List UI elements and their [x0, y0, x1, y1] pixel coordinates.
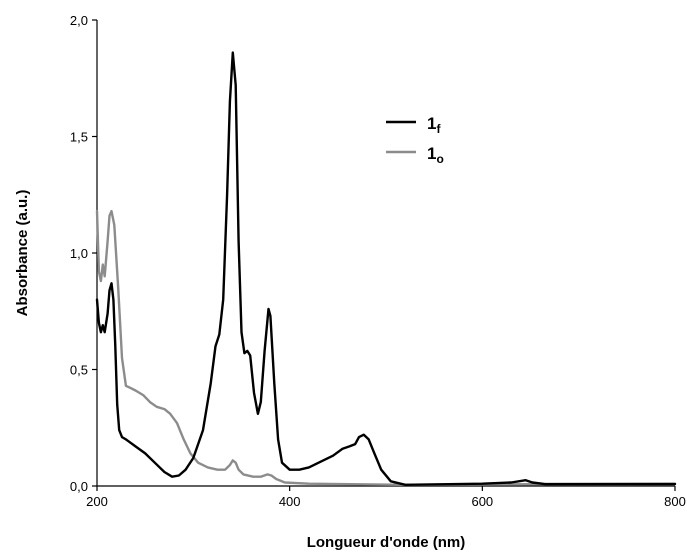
series-line-1f	[95, 51, 677, 486]
legend-label-1f-main: 1	[427, 114, 436, 133]
legend-label-1f: 1f	[427, 114, 441, 136]
y-tick-label: 1,5	[70, 130, 88, 145]
y-tick-label: 0,0	[70, 479, 88, 494]
x-axis-ticks: 200 400 600 800	[86, 486, 686, 509]
x-tick-label: 400	[279, 494, 301, 509]
x-tick-label: 200	[86, 494, 108, 509]
x-tick-label: 800	[664, 494, 686, 509]
y-tick-label: 1,0	[70, 246, 88, 261]
legend-label-1f-sub: f	[436, 122, 441, 136]
y-axis-title: Absorbance (a.u.)	[14, 190, 31, 317]
series-layer	[95, 51, 677, 486]
y-axis-ticks: 0,0 0,5 1,0 1,5 2,0	[70, 13, 97, 494]
x-axis-title: Longueur d'onde (nm)	[307, 534, 466, 551]
y-tick-label: 0,5	[70, 363, 88, 378]
series-line-1o	[95, 209, 677, 486]
plot-frame	[96, 20, 675, 487]
y-tick-label: 2,0	[70, 13, 88, 28]
x-tick-label: 600	[471, 494, 493, 509]
legend-label-1o-sub: o	[436, 152, 443, 166]
legend: 1f 1o	[386, 114, 444, 166]
legend-label-1o-main: 1	[427, 144, 436, 163]
legend-label-1o: 1o	[427, 144, 444, 166]
